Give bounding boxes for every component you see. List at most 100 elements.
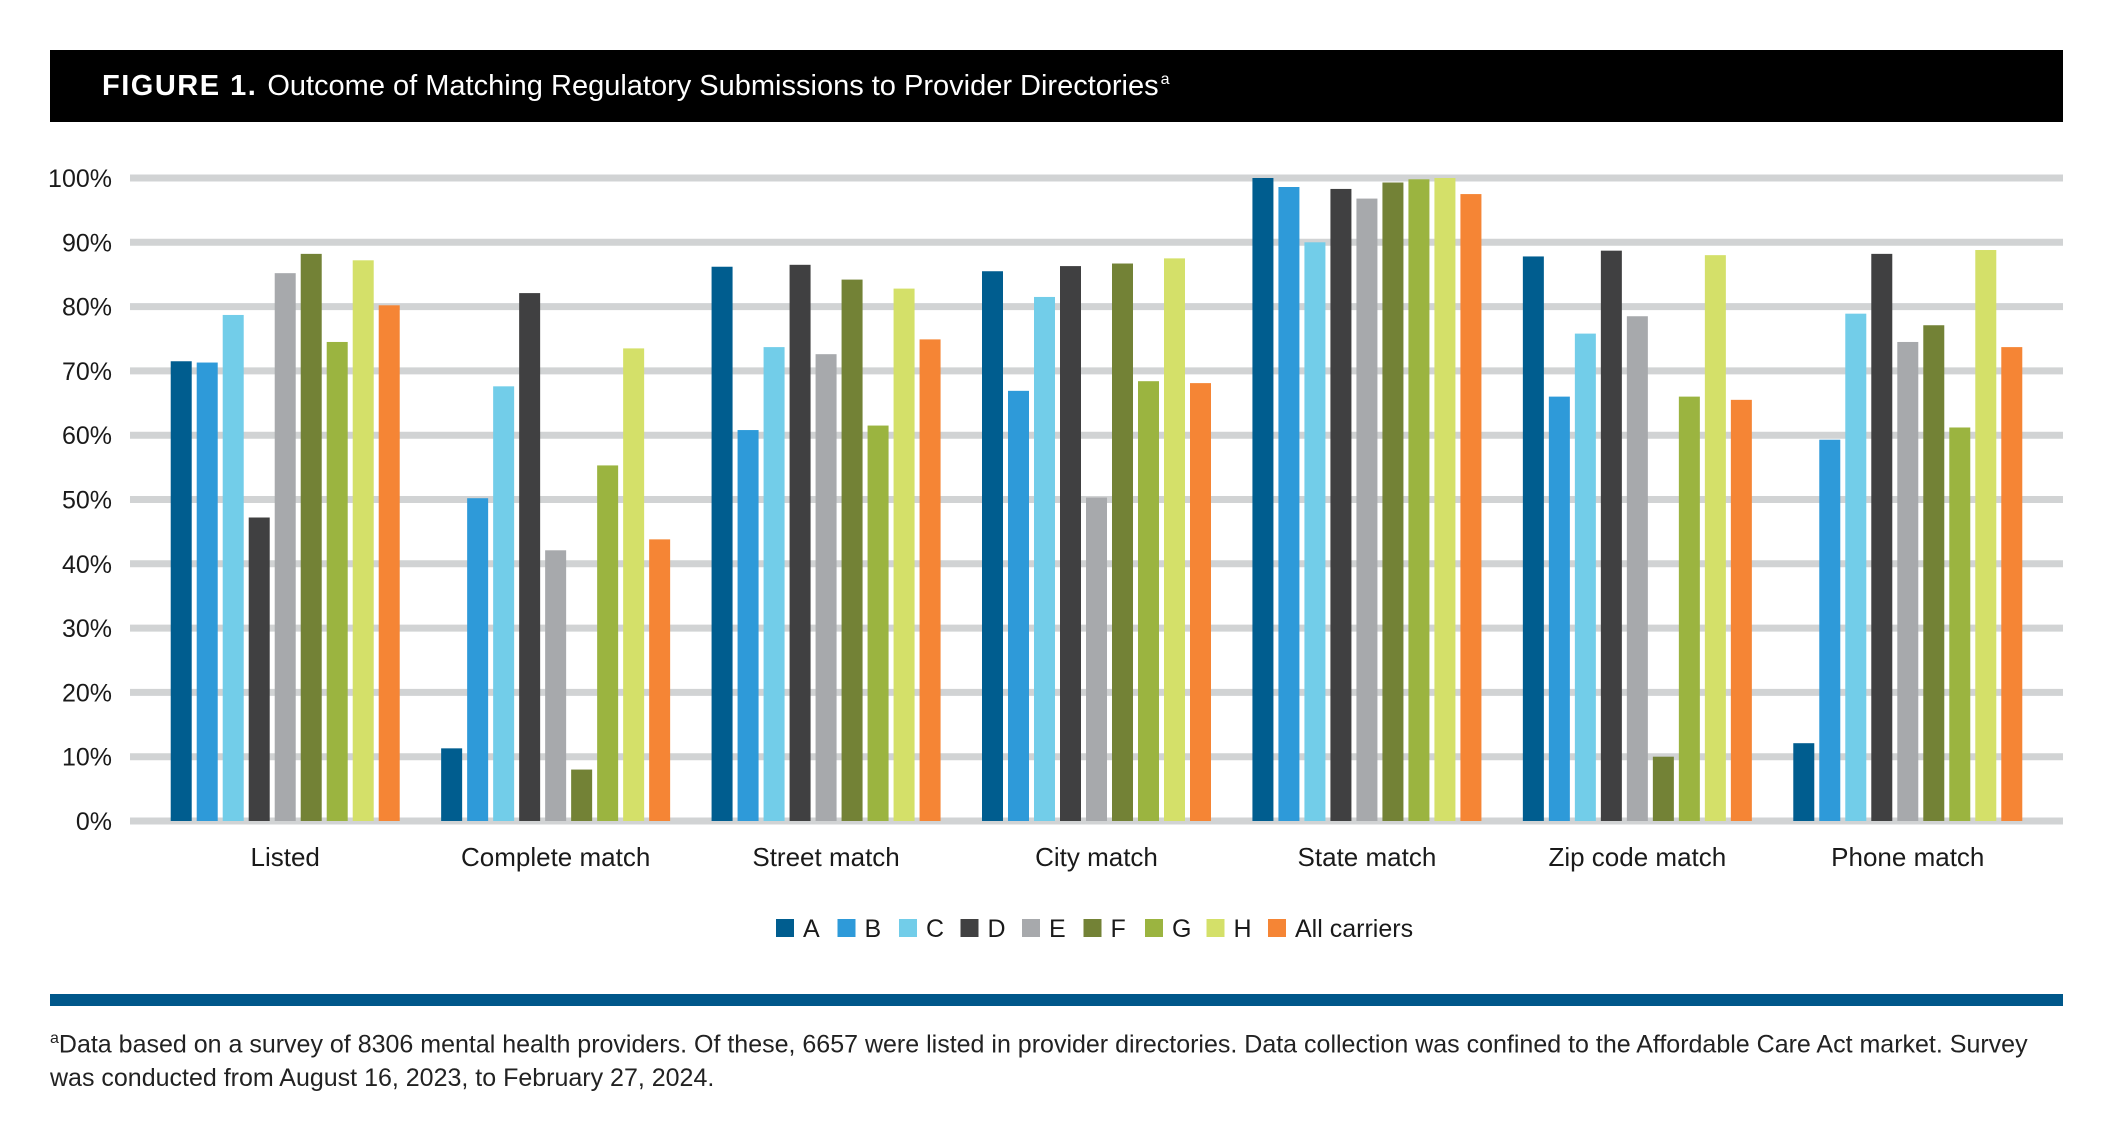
bar-h xyxy=(352,260,374,822)
bar-h xyxy=(1434,178,1456,821)
figure-label: FIGURE 1. xyxy=(102,69,258,102)
legend-label: G xyxy=(1172,915,1191,943)
legend-swatch xyxy=(899,919,917,937)
bar-b xyxy=(467,498,489,821)
figure-title-text: Outcome of Matching Regulatory Submissio… xyxy=(267,69,1159,102)
legend-label: H xyxy=(1234,915,1252,943)
y-tick-label: 90% xyxy=(62,229,112,257)
legend-swatch xyxy=(1083,919,1102,937)
bar-f xyxy=(841,279,863,821)
bar-a xyxy=(982,271,1003,821)
bar-all-carriers xyxy=(919,339,941,821)
legend: A B C D E F G H All carriers xyxy=(776,915,1413,943)
bar-chart: 0% 10% 20% 30% 40% 50% 60% 70% 80% 90% 100% Listed… xyxy=(48,165,2063,943)
legend-swatch xyxy=(837,919,856,937)
bar-h xyxy=(1704,255,1726,821)
bar-a xyxy=(170,361,192,821)
bar-c xyxy=(222,314,244,821)
y-tick-label: 0% xyxy=(76,808,112,836)
bar-h xyxy=(893,288,915,821)
legend-label: E xyxy=(1049,915,1066,943)
bar-d xyxy=(1060,266,1081,821)
bar-d xyxy=(1871,253,1893,821)
y-tick-label: 70% xyxy=(62,358,112,386)
bar-a xyxy=(1252,178,1274,821)
bar-g xyxy=(326,341,348,821)
legend-label: C xyxy=(926,915,944,943)
bar-all-carriers xyxy=(378,305,400,822)
bar-g xyxy=(1138,381,1159,821)
legend-label: F xyxy=(1111,915,1126,943)
legend-label: All carriers xyxy=(1295,915,1413,943)
bar-e xyxy=(1356,198,1378,822)
bar-g xyxy=(597,465,619,821)
bar-all-carriers xyxy=(649,539,671,821)
bar-a xyxy=(1522,256,1544,821)
bar-d xyxy=(1330,188,1352,821)
bar-h xyxy=(1975,250,1997,822)
bar-f xyxy=(1112,263,1133,821)
legend-swatch xyxy=(960,919,979,937)
legend-swatch xyxy=(776,919,794,937)
bar-c xyxy=(1574,333,1596,821)
bar-e xyxy=(1086,497,1107,821)
bar-e xyxy=(274,273,296,821)
bar-g xyxy=(1678,396,1700,821)
y-axis-ticks: 0% 10% 20% 30% 40% 50% 60% 70% 80% 90% 100% xyxy=(48,165,112,836)
y-tick-label: 30% xyxy=(62,615,112,643)
figure-title: FIGURE 1. Outcome of Matching Regulatory … xyxy=(102,70,1170,103)
bar-b xyxy=(1008,390,1029,821)
x-axis-ticks: Listed Complete match Street match City mat… xyxy=(251,842,1985,872)
legend-swatch xyxy=(1268,919,1286,937)
bar-h xyxy=(623,348,645,821)
figure-title-bar: FIGURE 1. Outcome of Matching Regulatory … xyxy=(50,50,2063,122)
x-tick-label: Phone match xyxy=(1831,842,1984,872)
bar-e xyxy=(815,354,837,821)
bar-f xyxy=(1652,756,1674,821)
x-tick-label: Listed xyxy=(251,842,320,872)
bar-b xyxy=(1819,439,1841,821)
footnote: aData based on a survey of 8306 mental h… xyxy=(50,1022,2050,1095)
bar-all-carriers xyxy=(1190,383,1211,821)
x-tick-label: Zip code match xyxy=(1548,842,1726,872)
bar-h xyxy=(1164,258,1185,821)
bar-f xyxy=(571,769,593,821)
bar-f xyxy=(300,253,322,821)
bar-f xyxy=(1382,182,1404,822)
y-tick-label: 100% xyxy=(48,165,112,193)
legend-label: B xyxy=(865,915,882,943)
x-tick-label: State match xyxy=(1298,842,1437,872)
bar-a xyxy=(441,748,463,821)
bar-all-carriers xyxy=(2001,347,2023,821)
y-tick-label: 10% xyxy=(62,744,112,772)
y-tick-label: 60% xyxy=(62,422,112,450)
y-tick-label: 40% xyxy=(62,551,112,579)
bar-f xyxy=(1923,325,1945,821)
bar-c xyxy=(1304,242,1326,822)
bar-b xyxy=(1278,187,1300,821)
footnote-text: Data based on a survey of 8306 mental he… xyxy=(50,1030,2028,1093)
bar-all-carriers xyxy=(1460,194,1482,821)
bar-c xyxy=(493,386,515,821)
bar-e xyxy=(545,550,567,821)
bar-c xyxy=(1845,313,1867,821)
legend-swatch xyxy=(1145,919,1163,937)
bar-c xyxy=(1034,296,1055,822)
bar-g xyxy=(867,425,889,821)
bar-d xyxy=(248,517,270,821)
y-tick-label: 50% xyxy=(62,487,112,515)
x-tick-label: City match xyxy=(1035,842,1158,872)
x-tick-label: Complete match xyxy=(461,842,650,872)
bar-d xyxy=(789,264,811,821)
bar-b xyxy=(1548,396,1570,821)
bar-e xyxy=(1626,316,1648,821)
legend-label: D xyxy=(988,915,1006,943)
bars xyxy=(170,178,2023,822)
bar-d xyxy=(1600,250,1622,821)
bar-g xyxy=(1949,427,1971,821)
bar-all-carriers xyxy=(1730,399,1752,821)
bar-b xyxy=(737,430,759,821)
y-tick-label: 80% xyxy=(62,294,112,322)
legend-swatch xyxy=(1206,919,1225,937)
legend-swatch xyxy=(1022,919,1040,937)
